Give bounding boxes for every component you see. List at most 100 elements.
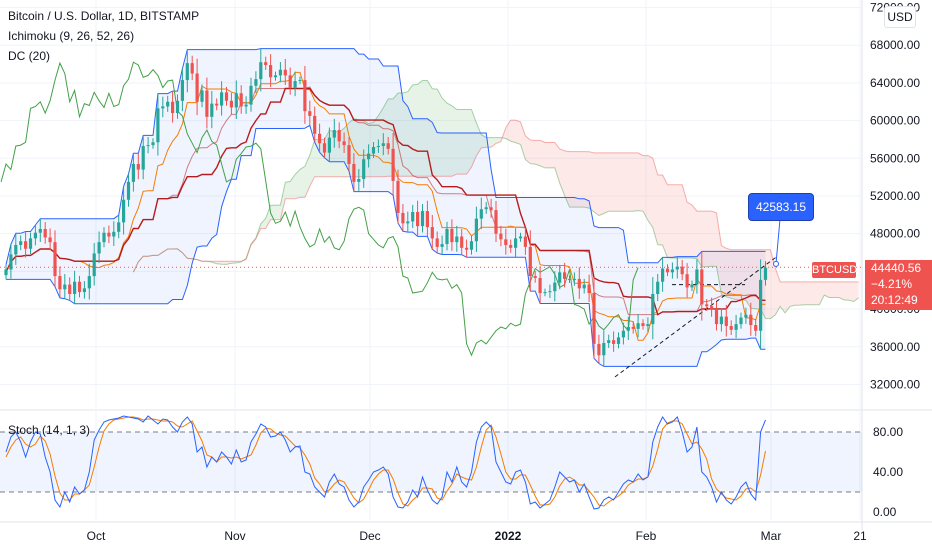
candle xyxy=(729,320,733,335)
candle-body xyxy=(33,232,37,239)
candle xyxy=(156,93,160,156)
candle xyxy=(626,316,630,340)
candle xyxy=(313,106,317,143)
candle xyxy=(641,319,645,330)
cloud-segment xyxy=(716,212,722,295)
candle-body xyxy=(180,80,184,101)
candle-body xyxy=(553,282,557,292)
cloud-segment xyxy=(667,184,673,259)
candle-body xyxy=(58,276,62,290)
cloud-segment xyxy=(579,151,585,208)
cloud-segment xyxy=(246,243,251,260)
cloud-segment xyxy=(500,127,506,142)
cloud-segment xyxy=(545,142,550,168)
candle xyxy=(48,228,52,251)
candle xyxy=(724,304,728,337)
candle-body xyxy=(533,276,537,278)
cloud-segment xyxy=(682,184,688,259)
candle xyxy=(185,49,189,93)
candle xyxy=(175,94,180,119)
cloud-segment xyxy=(280,182,286,220)
candle xyxy=(489,198,493,218)
candle-body xyxy=(602,342,606,356)
cloud-segment xyxy=(745,249,751,309)
candle-body xyxy=(391,148,395,181)
candle xyxy=(224,86,229,106)
candle-body xyxy=(425,211,429,228)
cloud-segment xyxy=(603,152,609,214)
candle xyxy=(435,231,439,254)
donchian-band xyxy=(6,48,766,367)
candle xyxy=(646,317,650,333)
candle xyxy=(308,100,312,126)
candle xyxy=(661,257,665,292)
legend-stoch[interactable]: Stoch (14, 1, 3) xyxy=(8,423,91,437)
cloud-segment xyxy=(368,122,374,177)
cloud-segment xyxy=(770,249,776,319)
candle xyxy=(651,277,655,340)
grid-lines xyxy=(0,0,932,530)
candle-body xyxy=(416,212,420,227)
cloud-segment xyxy=(515,120,521,145)
candle-body xyxy=(665,268,670,273)
candle-body xyxy=(210,103,214,117)
candle xyxy=(685,263,689,298)
candle xyxy=(504,228,508,255)
candle xyxy=(352,153,356,192)
cloud-segment xyxy=(829,281,835,298)
candle-body xyxy=(303,80,307,112)
last-price-box: 44440.56 −4.21% 20:12:49 xyxy=(865,260,932,310)
donchian-upper xyxy=(5,48,766,265)
donchian-lower xyxy=(6,124,766,367)
stoch-tick-label: 80.00 xyxy=(873,425,903,439)
candle-body xyxy=(28,238,33,249)
candle xyxy=(53,230,57,287)
cloud-segment xyxy=(657,175,663,246)
cloud-segment xyxy=(785,281,790,313)
price-tick-label: 64000.00 xyxy=(870,76,920,90)
candle xyxy=(68,277,72,301)
candle-body xyxy=(626,326,630,331)
candle xyxy=(700,251,704,321)
cloud-segment xyxy=(260,218,266,229)
candle xyxy=(621,322,625,345)
candle xyxy=(587,274,591,302)
currency-button[interactable]: USD xyxy=(884,6,916,28)
candle xyxy=(705,299,709,311)
candle xyxy=(342,132,346,153)
candle xyxy=(229,92,233,115)
senkou-span-a xyxy=(132,80,859,320)
legend-dc[interactable]: DC (20) xyxy=(8,49,51,63)
cloud-segment xyxy=(300,166,305,198)
candle-body xyxy=(563,272,567,279)
candle xyxy=(200,84,204,108)
candle xyxy=(616,332,621,349)
candle-body xyxy=(719,316,723,325)
candle xyxy=(563,262,567,288)
cloud-segment xyxy=(790,281,795,307)
candle xyxy=(273,71,278,81)
candle xyxy=(719,308,723,332)
cloud-segment xyxy=(496,137,501,144)
candle-body xyxy=(401,212,405,224)
candle xyxy=(734,314,738,339)
candle-body xyxy=(474,218,478,242)
callout-anchor xyxy=(773,260,779,267)
candle xyxy=(460,228,464,255)
candle-body xyxy=(102,232,106,243)
bar-countdown: 20:12:49 xyxy=(871,293,918,307)
time-tick-label: Oct xyxy=(87,529,106,543)
cloud-segment xyxy=(613,152,619,212)
candle xyxy=(180,68,184,112)
candle-body xyxy=(612,340,616,344)
candle-body xyxy=(82,288,86,293)
candle xyxy=(465,239,469,258)
candle-body xyxy=(278,69,282,76)
legend-ichimoku[interactable]: Ichimoku (9, 26, 52, 26) xyxy=(8,29,135,43)
candle-body xyxy=(479,209,483,219)
price-callout[interactable]: 42583.15 xyxy=(748,193,814,221)
candle-body xyxy=(690,284,694,288)
price-axis: 72000.0068000.0064000.0060000.0056000.00… xyxy=(870,1,920,519)
cloud-segment xyxy=(407,84,413,177)
